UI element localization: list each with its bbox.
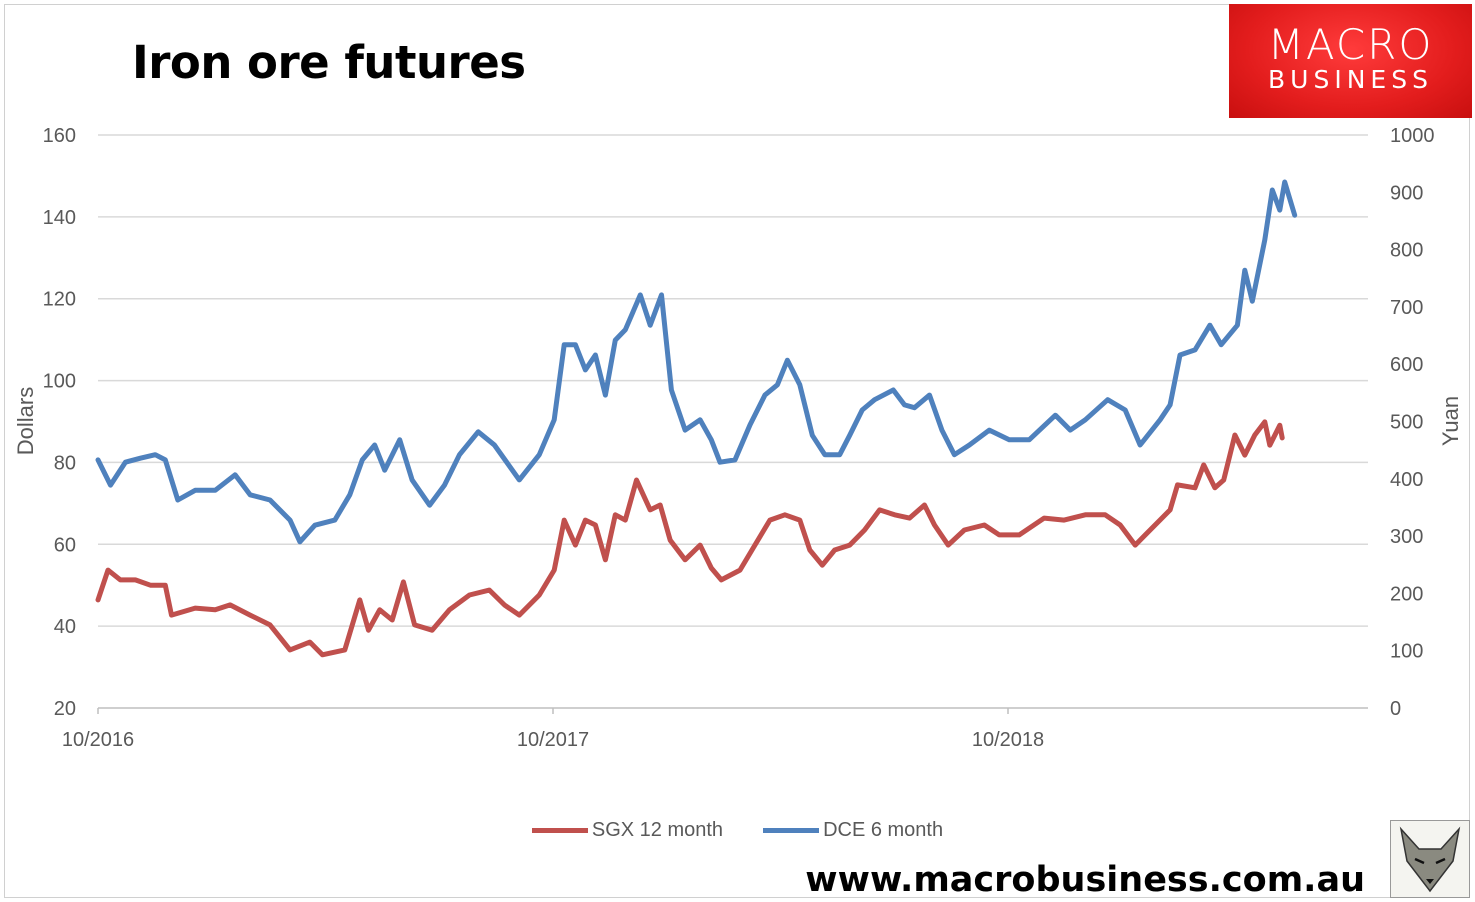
right-axis-ticks: 0 100 200 300 400 500 600 700 800 900 1000 [1390,125,1435,720]
x-tick-label: 10/2018 [972,729,1044,751]
legend-label-dce: DCE 6 month [823,819,944,841]
y-tick-label: 40 [54,616,76,638]
macrobusiness-logo: MACRO BUSINESS [1229,4,1472,118]
y2-tick-label: 600 [1390,354,1423,376]
legend-label-sgx: SGX 12 month [591,819,724,841]
legend: SGX 12 month DCE 6 month [0,819,1475,842]
y-tick-label: 100 [43,371,76,393]
website-url: www.macrobusiness.com.au [805,860,1365,900]
series-lines [95,179,1298,658]
y-tick-label: 120 [43,289,76,311]
y-axis-label: Dollars [13,387,38,455]
series-line-sgx [95,419,1285,658]
y2-tick-label: 1000 [1390,125,1435,147]
y-tick-label: 60 [54,534,76,556]
y2-tick-label: 500 [1390,412,1423,434]
legend-item-sgx: SGX 12 month [531,819,724,842]
y2-tick-label: 100 [1390,641,1423,663]
y2-tick-label: 0 [1390,698,1401,720]
y2-tick-label: 200 [1390,583,1423,605]
series-line-dce [95,179,1298,545]
chart-frame [4,4,1470,898]
y2-tick-label: 400 [1390,469,1423,491]
fox-logo-image [1390,820,1470,898]
x-tick-label: 10/2017 [517,729,589,751]
y2-tick-label: 300 [1390,526,1423,548]
logo-line2: BUSINESS [1268,65,1433,94]
legend-item-dce: DCE 6 month [763,819,943,842]
y-tick-label: 20 [54,698,76,720]
left-axis-ticks: 20 40 60 80 100 120 140 160 [43,125,76,720]
y-tick-label: 140 [43,207,76,229]
y2-axis-label: Yuan [1438,396,1463,446]
legend-swatch-dce [763,828,820,833]
gridlines [98,134,1368,709]
y2-tick-label: 700 [1390,297,1423,319]
y-tick-label: 80 [54,452,76,474]
y2-tick-label: 800 [1390,240,1423,262]
y-tick-label: 160 [43,125,76,147]
x-axis-ticks: 10/2016 10/2017 10/2018 [62,708,1044,751]
x-tick-label: 10/2016 [62,729,134,751]
y2-tick-label: 900 [1390,182,1423,204]
logo-line1: MACRO [1267,20,1434,69]
legend-swatch-sgx [531,828,588,833]
chart-title: Iron ore futures [132,36,526,89]
